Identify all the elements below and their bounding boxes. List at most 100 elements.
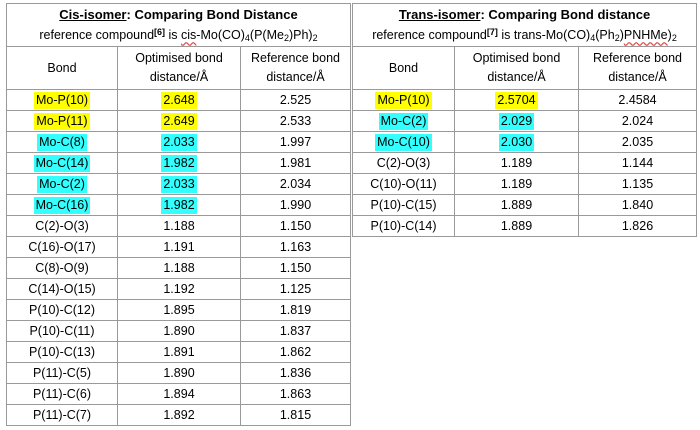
reference-cell: 1.819 (240, 299, 351, 321)
bond-cell: P(10)-C(12) (6, 299, 118, 321)
cis-ref-prefix: reference compound (39, 28, 155, 42)
trans-header-optimised: Optimised bond distance/Å (454, 46, 579, 90)
reference-cell-text: 1.837 (279, 324, 312, 338)
table-row: Mo-C(10) 2.030 2.035 (352, 131, 698, 153)
optimised-cell-text: 2.033 (161, 175, 197, 193)
trans-ref-prefix: reference compound (372, 28, 487, 42)
bond-cell-text: P(10)-C(15) (370, 198, 437, 212)
optimised-cell-text: 2.030 (498, 133, 535, 151)
reference-cell: 1.815 (240, 404, 351, 426)
optimised-cell-text: 1.982 (161, 154, 197, 172)
optimised-cell: 1.889 (454, 194, 579, 216)
optimised-cell-text: 1.895 (163, 303, 195, 317)
bond-cell-text: P(10)-C(11) (29, 324, 95, 338)
optimised-cell-text: 1.889 (500, 198, 533, 212)
reference-cell: 1.144 (577, 152, 698, 174)
optimised-cell: 2.033 (117, 131, 241, 153)
bond-cell-text: C(8)-O(9) (35, 261, 89, 275)
optimised-cell-text: 2.649 (161, 112, 197, 130)
table-row: Mo-P(10) 2.648 2.525 (6, 89, 351, 111)
reference-cell: 1.125 (240, 278, 351, 300)
bond-cell-text: P(11)-C(6) (32, 387, 92, 401)
bond-cell: Mo-C(8) (6, 131, 118, 153)
reference-cell-text: 1.990 (279, 198, 312, 212)
optimised-cell: 1.188 (117, 215, 241, 237)
bond-cell-text: Mo-C(8) (37, 133, 87, 151)
reference-cell-text: 2.034 (279, 177, 312, 191)
optimised-cell: 2.648 (117, 89, 241, 111)
bond-cell-text: Mo-C(16) (33, 196, 91, 214)
bond-cell-text: Mo-P(10) (375, 91, 432, 109)
trans-reference-line: reference compound[7] is trans-Mo(CO)4(P… (351, 24, 698, 47)
optimised-cell-text: 1.192 (163, 282, 195, 296)
optimised-cell: 1.189 (454, 173, 579, 195)
trans-ref-formula-3: ) (667, 28, 672, 42)
cis-ref-sub-2: 2 (283, 33, 289, 43)
optimised-cell-text: 1.191 (163, 240, 195, 254)
optimised-cell-text: 1.189 (500, 156, 533, 170)
table-row: Mo-C(16) 1.982 1.990 (6, 194, 351, 216)
trans-ref-pnhme: PNHMe (623, 28, 668, 42)
optimised-cell: 2.029 (454, 110, 579, 132)
reference-cell: 1.135 (577, 173, 698, 195)
cis-isomer-table: Cis-isomer: Comparing Bond Distance refe… (6, 3, 351, 426)
optimised-cell-text: 2.029 (498, 112, 535, 130)
reference-cell: 1.990 (240, 194, 351, 216)
reference-cell: 2.4584 (577, 89, 698, 111)
reference-cell: 1.840 (577, 194, 698, 216)
table-row: C(8)-O(9) 1.188 1.150 (6, 257, 351, 279)
reference-cell-text: 1.150 (279, 261, 312, 275)
cis-header-bond: Bond (6, 46, 118, 90)
optimised-cell-text: 2.648 (161, 91, 197, 109)
table-row: P(10)-C(12) 1.895 1.819 (6, 299, 351, 321)
reference-cell: 2.035 (577, 131, 698, 153)
trans-isomer-table: Trans-isomer: Comparing Bond distance re… (351, 3, 698, 237)
optimised-cell-text: 1.891 (163, 345, 195, 359)
trans-header-reference: Reference bond distance/Å (577, 46, 698, 90)
optimised-cell-text: 1.890 (163, 366, 195, 380)
reference-cell: 1.837 (240, 320, 351, 342)
optimised-cell-text: 1.892 (163, 408, 195, 422)
cis-ref-citation: [6] (154, 27, 166, 37)
reference-cell-text: 1.150 (279, 219, 312, 233)
optimised-cell: 2.5704 (454, 89, 579, 111)
trans-ref-formula-2: ) (619, 28, 624, 42)
table-row: P(11)-C(6) 1.894 1.863 (6, 383, 351, 405)
cis-ref-cis: cis (181, 28, 197, 42)
reference-cell: 1.981 (240, 152, 351, 174)
bond-cell-text: Mo-C(10) (375, 133, 432, 151)
bond-cell-text: Mo-P(11) (34, 112, 90, 130)
optimised-cell: 1.892 (117, 404, 241, 426)
optimised-cell: 1.982 (117, 194, 241, 216)
bond-cell-text: P(11)-C(5) (32, 366, 92, 380)
cis-title-em: Cis-isomer (59, 6, 127, 22)
optimised-cell-text: 2.033 (161, 133, 197, 151)
table-row: P(10)-C(13) 1.891 1.862 (6, 341, 351, 363)
table-row: Mo-C(2) 2.033 2.034 (6, 173, 351, 195)
reference-cell-text: 2.533 (279, 114, 312, 128)
table-row: Mo-P(11) 2.649 2.533 (6, 110, 351, 132)
trans-ref-is: is trans-Mo(CO) (497, 28, 591, 42)
bond-cell: P(10)-C(14) (352, 215, 455, 237)
trans-ref-sub-3: 2 (671, 33, 677, 43)
bond-cell: C(2)-O(3) (352, 152, 455, 174)
table-row: Mo-P(10) 2.5704 2.4584 (352, 89, 698, 111)
bond-cell: C(16)-O(17) (6, 236, 118, 258)
cis-ref-formula-3: )Ph) (288, 28, 313, 42)
bond-cell: P(10)-C(13) (6, 341, 118, 363)
table-row: C(10)-O(11) 1.189 1.135 (352, 173, 698, 195)
trans-title-rest: : Comparing Bond distance (480, 6, 651, 22)
bond-cell-text: P(10)-C(14) (370, 219, 437, 233)
trans-ref-formula-1: (Ph (595, 28, 615, 42)
reference-cell: 2.525 (240, 89, 351, 111)
reference-cell-text: 1.815 (279, 408, 312, 422)
reference-cell-text: 1.863 (279, 387, 312, 401)
bond-cell-text: P(10)-C(12) (29, 303, 95, 317)
reference-cell-text: 2.035 (621, 135, 654, 149)
reference-cell-text: 1.163 (279, 240, 312, 254)
bond-cell-text: Mo-C(14) (33, 154, 91, 172)
reference-cell-text: 1.125 (279, 282, 312, 296)
optimised-cell: 1.191 (117, 236, 241, 258)
bond-cell: P(10)-C(11) (6, 320, 118, 342)
trans-title-em: Trans-isomer (398, 6, 481, 22)
